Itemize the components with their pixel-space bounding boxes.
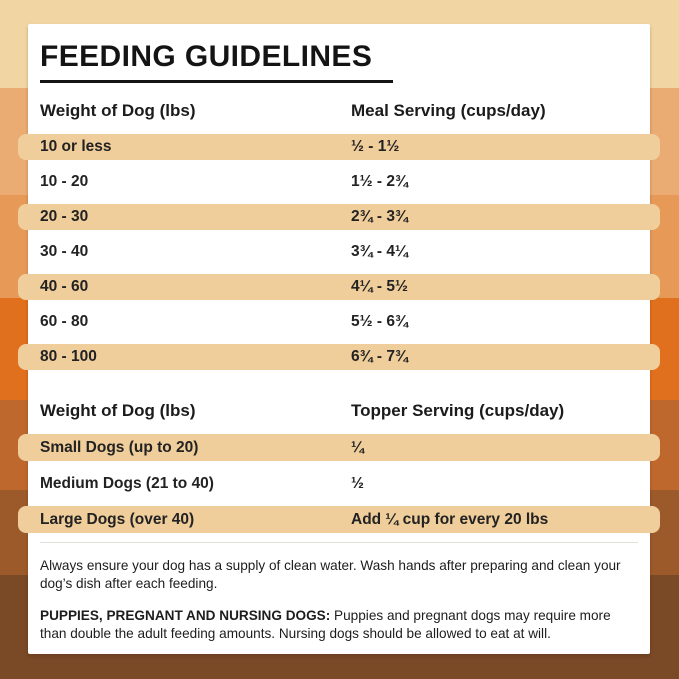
weight-cell: 30 - 40 xyxy=(40,243,89,260)
weight-cell: Small Dogs (up to 20) xyxy=(40,438,199,456)
page-title: FEEDING GUIDELINES xyxy=(40,40,373,73)
weight-cell: 80 - 100 xyxy=(40,348,97,365)
meal-table-header: Weight of Dog (lbs) Meal Serving (cups/d… xyxy=(40,101,638,121)
topper-table: Small Dogs (up to 20) ¼ Medium Dogs (21 … xyxy=(18,434,660,533)
weight-cell: 40 - 60 xyxy=(40,278,89,295)
serving-cell: ½ - 1½ xyxy=(351,138,400,155)
table-row: 30 - 40 3¾ - 4¼ xyxy=(18,239,660,265)
serving-cell: ½ xyxy=(351,474,364,492)
weight-cell: Medium Dogs (21 to 40) xyxy=(40,474,214,492)
title-underline xyxy=(40,80,393,83)
serving-cell: Add ¼ cup for every 20 lbs xyxy=(351,510,549,528)
weight-cell: 20 - 30 xyxy=(40,208,89,225)
meal-table: 10 or less ½ - 1½ 10 - 20 1½ - 2¾ 20 - 3… xyxy=(18,134,660,370)
puppies-note: PUPPIES, PREGNANT AND NURSING DOGS: Pupp… xyxy=(40,607,638,643)
table-row: 60 - 80 5½ - 6¾ xyxy=(18,309,660,335)
serving-cell: 4¼ - 5½ xyxy=(351,278,408,295)
puppies-note-text: Puppies and pregnant dogs may require mo… xyxy=(40,607,611,641)
table-row: 80 - 100 6¾ - 7¾ xyxy=(18,344,660,370)
serving-cell: 1½ - 2¾ xyxy=(351,173,408,190)
weight-column-header: Weight of Dog (lbs) xyxy=(40,101,196,120)
weight-column-header: Weight of Dog (lbs) xyxy=(40,401,196,420)
divider xyxy=(40,542,638,543)
water-note: Always ensure your dog has a supply of c… xyxy=(40,558,621,591)
table-row: 40 - 60 4¼ - 5½ xyxy=(18,274,660,300)
serving-cell: ¼ xyxy=(351,438,364,456)
weight-cell: 10 or less xyxy=(40,138,112,155)
topper-table-header: Weight of Dog (lbs) Topper Serving (cups… xyxy=(40,401,638,421)
serving-cell: 2¾ - 3¾ xyxy=(351,208,408,225)
weight-cell: 10 - 20 xyxy=(40,173,89,190)
serving-cell: 6¾ - 7¾ xyxy=(351,348,408,365)
table-row: 10 - 20 1½ - 2¾ xyxy=(18,169,660,195)
weight-cell: 60 - 80 xyxy=(40,313,89,330)
puppies-note-label: PUPPIES, PREGNANT AND NURSING DOGS: xyxy=(40,607,331,623)
feeding-guidelines-card: FEEDING GUIDELINES Weight of Dog (lbs) M… xyxy=(18,24,660,654)
table-row: Large Dogs (over 40) Add ¼ cup for every… xyxy=(18,506,660,533)
table-row: 20 - 30 2¾ - 3¾ xyxy=(18,204,660,230)
topper-serving-column-header: Topper Serving (cups/day) xyxy=(351,401,565,420)
serving-cell: 5½ - 6¾ xyxy=(351,313,408,330)
weight-cell: Large Dogs (over 40) xyxy=(40,510,195,528)
table-row: 10 or less ½ - 1½ xyxy=(18,134,660,160)
serving-cell: 3¾ - 4¼ xyxy=(351,243,408,260)
table-row: Small Dogs (up to 20) ¼ xyxy=(18,434,660,461)
table-row: Medium Dogs (21 to 40) ½ xyxy=(18,470,660,497)
meal-serving-column-header: Meal Serving (cups/day) xyxy=(351,101,546,120)
